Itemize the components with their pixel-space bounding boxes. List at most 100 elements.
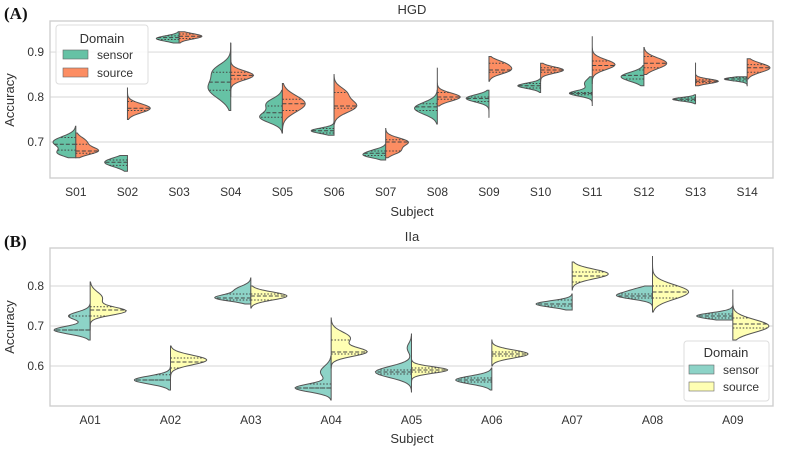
violin-body	[133, 365, 171, 391]
violin-body	[362, 143, 387, 161]
panel-a-gridlines	[50, 51, 773, 143]
violin-body	[465, 89, 490, 118]
legend-label-sensor: sensor	[723, 363, 759, 377]
violin-body	[591, 36, 616, 85]
x-tick-label: S01	[65, 185, 87, 199]
panel-b-legend: Domain sensor source	[683, 340, 770, 402]
violin-a06-sensor	[455, 367, 493, 391]
violin-s03-sensor	[155, 31, 180, 44]
violin-s13-sensor	[672, 94, 697, 105]
violin-body	[250, 285, 288, 309]
violin-body	[374, 333, 412, 393]
x-tick-label: S06	[323, 185, 345, 199]
x-tick-label: S03	[168, 185, 190, 199]
panel-a-axes-frame	[49, 20, 774, 179]
violin-s14-sensor	[723, 76, 748, 87]
violin-a01-source	[89, 281, 128, 331]
violin-s06-sensor	[310, 121, 335, 136]
panel-a-legend: Domain sensor source	[55, 24, 149, 85]
y-tick-label: 0.6	[27, 359, 44, 373]
panel-a-label: (A)	[4, 4, 28, 23]
x-tick-label: A08	[642, 413, 664, 427]
violin-a09-sensor	[696, 305, 734, 321]
violin-body	[53, 303, 91, 341]
violin-body	[746, 58, 771, 80]
violin-s09-source	[488, 56, 513, 82]
y-tick-label: 0.9	[27, 45, 44, 59]
panel-b-y-label: Accuracy	[2, 300, 17, 354]
violin-body	[732, 289, 770, 341]
violin-body	[230, 43, 255, 98]
x-tick-label: S05	[272, 185, 294, 199]
violin-s02-source	[126, 87, 151, 121]
violin-body	[259, 89, 283, 134]
y-tick-label: 0.8	[27, 90, 44, 104]
violin-s11-source	[591, 36, 616, 85]
violin-s10-sensor	[517, 78, 542, 94]
x-tick-label: S04	[220, 185, 242, 199]
violin-s08-source	[436, 67, 461, 107]
violin-body	[535, 293, 573, 311]
violin-a02-sensor	[133, 365, 171, 391]
legend-title: Domain	[80, 31, 125, 46]
violin-s14-source	[746, 58, 771, 80]
violin-body	[488, 56, 513, 82]
x-tick-label: S08	[427, 185, 449, 199]
x-tick-label: A07	[561, 413, 583, 427]
panel-b-y-ticks: 0.6 0.7 0.8	[27, 279, 44, 373]
violin-body	[672, 94, 697, 105]
violin-a02-source	[170, 345, 208, 379]
panel-b-label: (B)	[4, 232, 27, 251]
violin-a06-source	[491, 339, 529, 367]
violin-body	[517, 78, 542, 94]
legend-swatch-source	[688, 381, 715, 392]
violin-body	[214, 277, 252, 305]
violin-a04-source	[330, 317, 368, 369]
violin-a08-source	[652, 256, 690, 313]
violin-s03-source	[178, 31, 203, 44]
violin-s12-source	[643, 47, 668, 76]
violin-a07-sensor	[535, 293, 573, 311]
legend-title: Domain	[704, 345, 749, 360]
violin-a04-sensor	[294, 355, 332, 401]
violin-a03-sensor	[214, 277, 252, 305]
panel-a-x-ticks: S01 S02 S03 S04 S05 S06 S07 S08 S09 S10 S11 S12 S13 S…	[65, 185, 758, 199]
violin-body	[436, 67, 461, 107]
violin-s10-source	[540, 62, 564, 82]
x-tick-label: A04	[320, 413, 342, 427]
violin-a09-source	[732, 289, 770, 341]
violin-body	[89, 281, 128, 331]
legend-swatch-source	[62, 67, 89, 78]
panel-a: (A) HGD 0.70.80.9 S01 S02 S03 S04 S05 S06 S07 S…	[2, 2, 774, 219]
legend-label-source: source	[97, 66, 133, 80]
violin-body	[126, 87, 151, 121]
x-tick-label: A01	[79, 413, 101, 427]
violin-s01-source	[75, 132, 100, 159]
violin-body	[696, 305, 734, 321]
x-tick-label: S11	[582, 185, 603, 199]
x-tick-label: S09	[478, 185, 500, 199]
panel-b-title: IIa	[405, 229, 420, 244]
panel-b: (B) IIa 0.60.70.8 A01 A02 A03 A04 A05 A06 A07 A…	[2, 229, 774, 446]
panel-a-title: HGD	[398, 2, 427, 17]
violin-s02-sensor	[104, 155, 128, 172]
x-tick-label: A06	[481, 413, 503, 427]
legend-label-sensor: sensor	[97, 48, 133, 62]
x-tick-label: S02	[117, 185, 139, 199]
legend-label-source: source	[723, 380, 759, 394]
y-tick-label: 0.7	[27, 319, 44, 333]
violin-body	[455, 367, 493, 391]
violin-body	[104, 155, 128, 172]
panel-b-x-ticks: A01 A02 A03 A04 A05 A06 A07 A08 A09	[79, 413, 743, 427]
violin-s04-source	[230, 43, 255, 98]
panel-b-axes-frame	[49, 247, 774, 407]
violin-body	[615, 285, 653, 309]
violin-body	[643, 47, 668, 76]
violin-body	[411, 359, 449, 388]
violin-a05-source	[411, 359, 449, 388]
x-tick-label: A05	[401, 413, 423, 427]
x-tick-label: S07	[375, 185, 397, 199]
violin-body	[178, 31, 203, 44]
x-tick-label: S13	[685, 185, 707, 199]
violin-body	[385, 127, 410, 159]
